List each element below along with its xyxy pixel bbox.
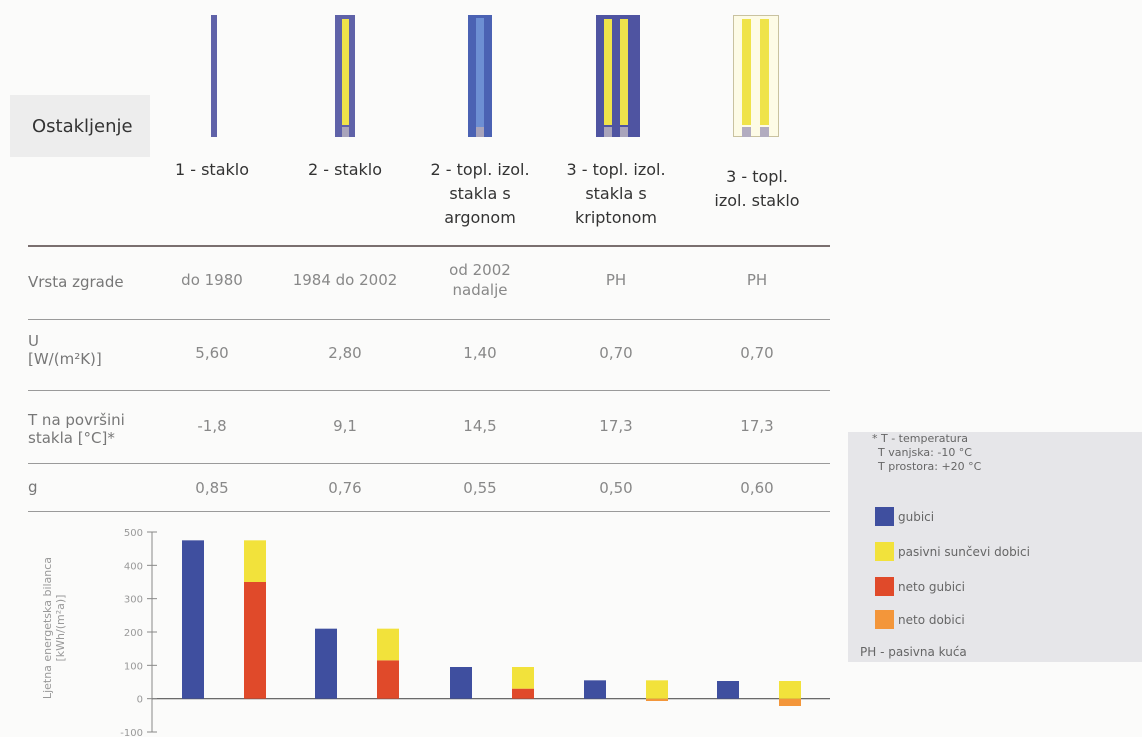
bar-pasivni-dobici xyxy=(779,681,801,699)
table-cell: 0,70 xyxy=(599,344,633,362)
row-label-g-value: g xyxy=(28,478,38,496)
column-header: 3 - topl. izol. staklo xyxy=(714,167,800,210)
bar-neto-dobici xyxy=(779,698,801,706)
bar-neto-dobici xyxy=(646,698,668,701)
y-tick-label: 100 xyxy=(124,661,143,672)
legend-label: pasivni sunčevi dobici xyxy=(898,545,1030,559)
bar-pasivni-dobici xyxy=(646,680,668,699)
row-label-u-value: U [W/(m²K)] xyxy=(28,332,102,368)
glazing-1-icon xyxy=(211,15,217,137)
column-header: 3 - topl. izol. stakla s kriptonom xyxy=(566,160,666,227)
bar-neto-gubici xyxy=(244,582,266,699)
table-cell: 2,80 xyxy=(328,344,362,362)
legend xyxy=(848,432,1142,662)
bar-neto-gubici xyxy=(512,688,534,699)
bar-gubici xyxy=(450,667,472,699)
column-header: 2 - topl. izol. stakla s argonom xyxy=(430,160,530,227)
legend-label: neto gubici xyxy=(898,580,965,594)
table-cell: 17,3 xyxy=(740,417,774,435)
table-cell: 1984 do 2002 xyxy=(292,271,398,289)
table-cell: 0,60 xyxy=(740,479,774,497)
row-label-building-type: Vrsta zgrade xyxy=(28,273,124,291)
table-divider xyxy=(28,319,830,320)
bar-pasivni-dobici xyxy=(244,540,266,582)
glazing-label: Ostakljenje xyxy=(10,95,150,157)
table-top-rule xyxy=(28,245,830,247)
bar-gubici xyxy=(182,540,204,699)
table-cell: 1,40 xyxy=(463,344,497,362)
bar-gubici xyxy=(717,681,739,699)
bar-pasivni-dobici xyxy=(377,628,399,661)
y-tick-label: 400 xyxy=(124,561,143,572)
legend-swatch xyxy=(875,542,894,561)
table-cell: -1,8 xyxy=(197,417,227,435)
table-cell: 0,85 xyxy=(195,479,229,497)
y-tick-label: 300 xyxy=(124,595,143,606)
table-cell: 9,1 xyxy=(333,417,357,435)
legend-swatch xyxy=(875,577,894,596)
table-divider xyxy=(28,463,830,464)
glazing-3-icon xyxy=(468,15,492,137)
glazing-5-icon xyxy=(733,15,779,137)
bar-gubici xyxy=(315,628,337,699)
legend-swatch xyxy=(875,610,894,629)
column-header: 2 - staklo xyxy=(307,160,383,179)
glazing-2-icon xyxy=(335,15,355,137)
energy-balance-chart: 500 400 300 200 100 0 -100 xyxy=(120,528,830,737)
bar-pasivni-dobici xyxy=(512,667,534,689)
bar-gubici xyxy=(584,680,606,699)
y-tick-label: -100 xyxy=(120,728,143,737)
table-cell: 0,50 xyxy=(599,479,633,497)
table-cell: do 1980 xyxy=(181,271,243,289)
table-cell: 0,55 xyxy=(463,479,497,497)
y-axis-label: Ljetna energetska bilanca [kWh/(m²a)] xyxy=(41,556,67,700)
table-cell: PH xyxy=(605,271,627,289)
y-tick-label: 0 xyxy=(137,695,143,706)
table-cell: 17,3 xyxy=(599,417,633,435)
table-cell: 0,76 xyxy=(328,479,362,497)
table-cell: PH xyxy=(746,271,768,289)
row-label-surface-temp: T na površini stakla [°C]* xyxy=(28,411,125,447)
table-cell: 14,5 xyxy=(463,417,497,435)
legend-note: * T - temperatura T vanjska: -10 °C T pr… xyxy=(872,432,982,473)
table-cell: 5,60 xyxy=(195,344,229,362)
glazing-4-icon xyxy=(596,15,640,137)
y-tick-label: 500 xyxy=(124,528,143,539)
legend-ph-note: PH - pasivna kuća xyxy=(860,645,967,659)
y-tick-label: 200 xyxy=(124,628,143,639)
legend-swatch xyxy=(875,507,894,526)
column-header: 1 - staklo xyxy=(174,160,250,179)
table-cell: 0,70 xyxy=(740,344,774,362)
legend-label: gubici xyxy=(898,510,935,524)
table-cell: od 2002 nadalje xyxy=(449,261,511,299)
legend-label: neto dobici xyxy=(898,613,965,627)
bar-neto-gubici xyxy=(377,660,399,699)
table-divider xyxy=(28,390,830,391)
table-divider xyxy=(28,511,830,512)
